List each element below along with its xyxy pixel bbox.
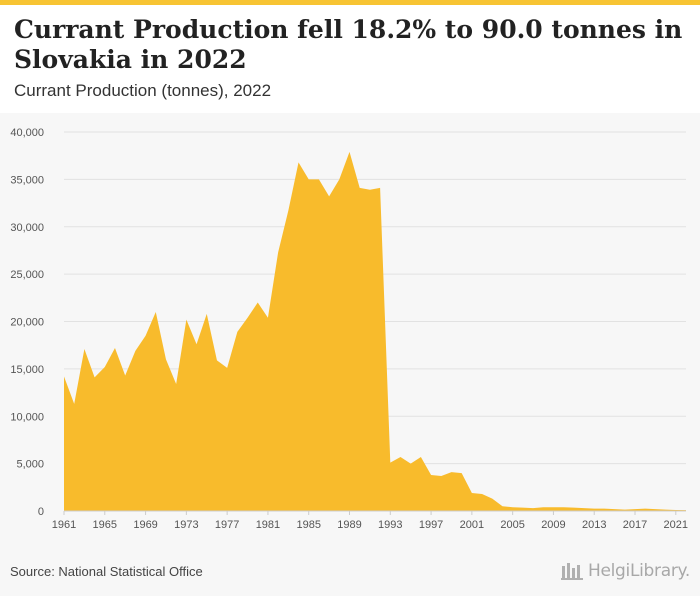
x-tick-label: 1965 [93,519,117,531]
series-layer [64,151,686,511]
chart-header: Currant Production fell 18.2% to 90.0 to… [0,5,700,113]
y-tick-label: 25,000 [10,269,44,281]
area-chart: 1961 1965 1969 1973 1977 1981 1985 1989 1993 1997… [10,127,688,531]
y-axis: 0 5,000 10,000 15,000 20,000 25,000 30,000 35,0… [10,127,44,518]
y-tick-label: 30,000 [10,222,44,234]
source-note: Source: National Statistical Office [10,564,203,579]
chart-footer: Source: National Statistical Office Helg… [0,553,700,596]
y-tick-label: 15,000 [10,364,44,376]
y-tick-label: 20,000 [10,317,44,329]
x-tick-label: 1997 [419,519,443,531]
x-tick-label: 1969 [133,519,157,531]
chart-area: 1961 1965 1969 1973 1977 1981 1985 1989 1993 1997… [0,113,700,553]
x-tick-label: 1973 [174,519,198,531]
x-tick-label: 2005 [500,519,524,531]
x-tick-label: 2021 [664,519,688,531]
x-axis: 1961 1965 1969 1973 1977 1981 1985 1989 1993 1997… [52,510,688,531]
y-tick-label: 5,000 [16,459,44,471]
x-tick-label: 2009 [541,519,565,531]
x-tick-label: 1977 [215,519,239,531]
y-tick-label: 40,000 [10,127,44,139]
y-tick-label: 0 [38,506,44,518]
x-tick-label: 1981 [256,519,280,531]
x-tick-label: 1985 [296,519,320,531]
chart-title: Currant Production fell 18.2% to 90.0 to… [14,15,683,74]
brand-name: HelgiLibrary. [587,561,690,581]
x-tick-label: 2013 [582,519,606,531]
y-tick-label: 10,000 [10,411,44,423]
x-tick-label: 2017 [623,519,647,531]
accent-rule [0,0,700,5]
x-tick-label: 1989 [337,519,361,531]
production-area [64,151,686,511]
x-tick-label: 1961 [52,519,76,531]
brand-logo: HelgiLibrary. [560,561,690,581]
chart-subtitle: Currant Production (tonnes), 2022 [14,81,272,100]
library-icon [560,563,583,580]
x-tick-label: 1993 [378,519,402,531]
x-tick-label: 2001 [460,519,484,531]
y-tick-label: 35,000 [10,174,44,186]
